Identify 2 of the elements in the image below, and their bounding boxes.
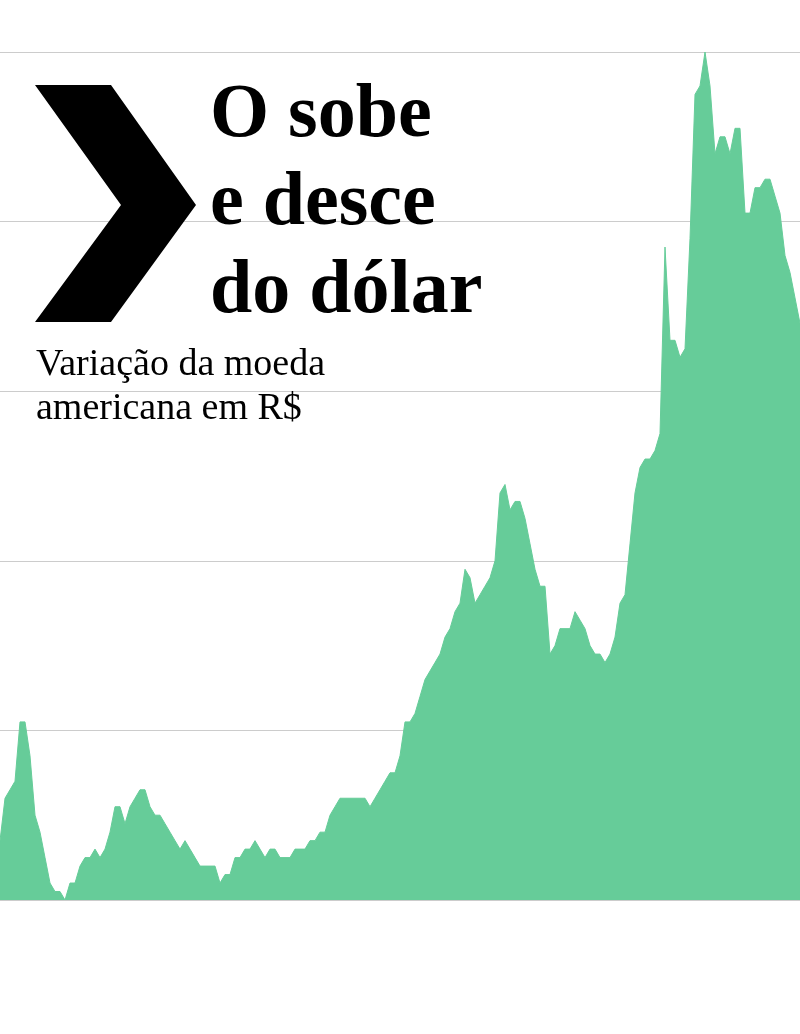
text: O sobe e desce do dólar — [210, 67, 483, 330]
text: Variação da moeda americana em R$ — [36, 340, 326, 428]
